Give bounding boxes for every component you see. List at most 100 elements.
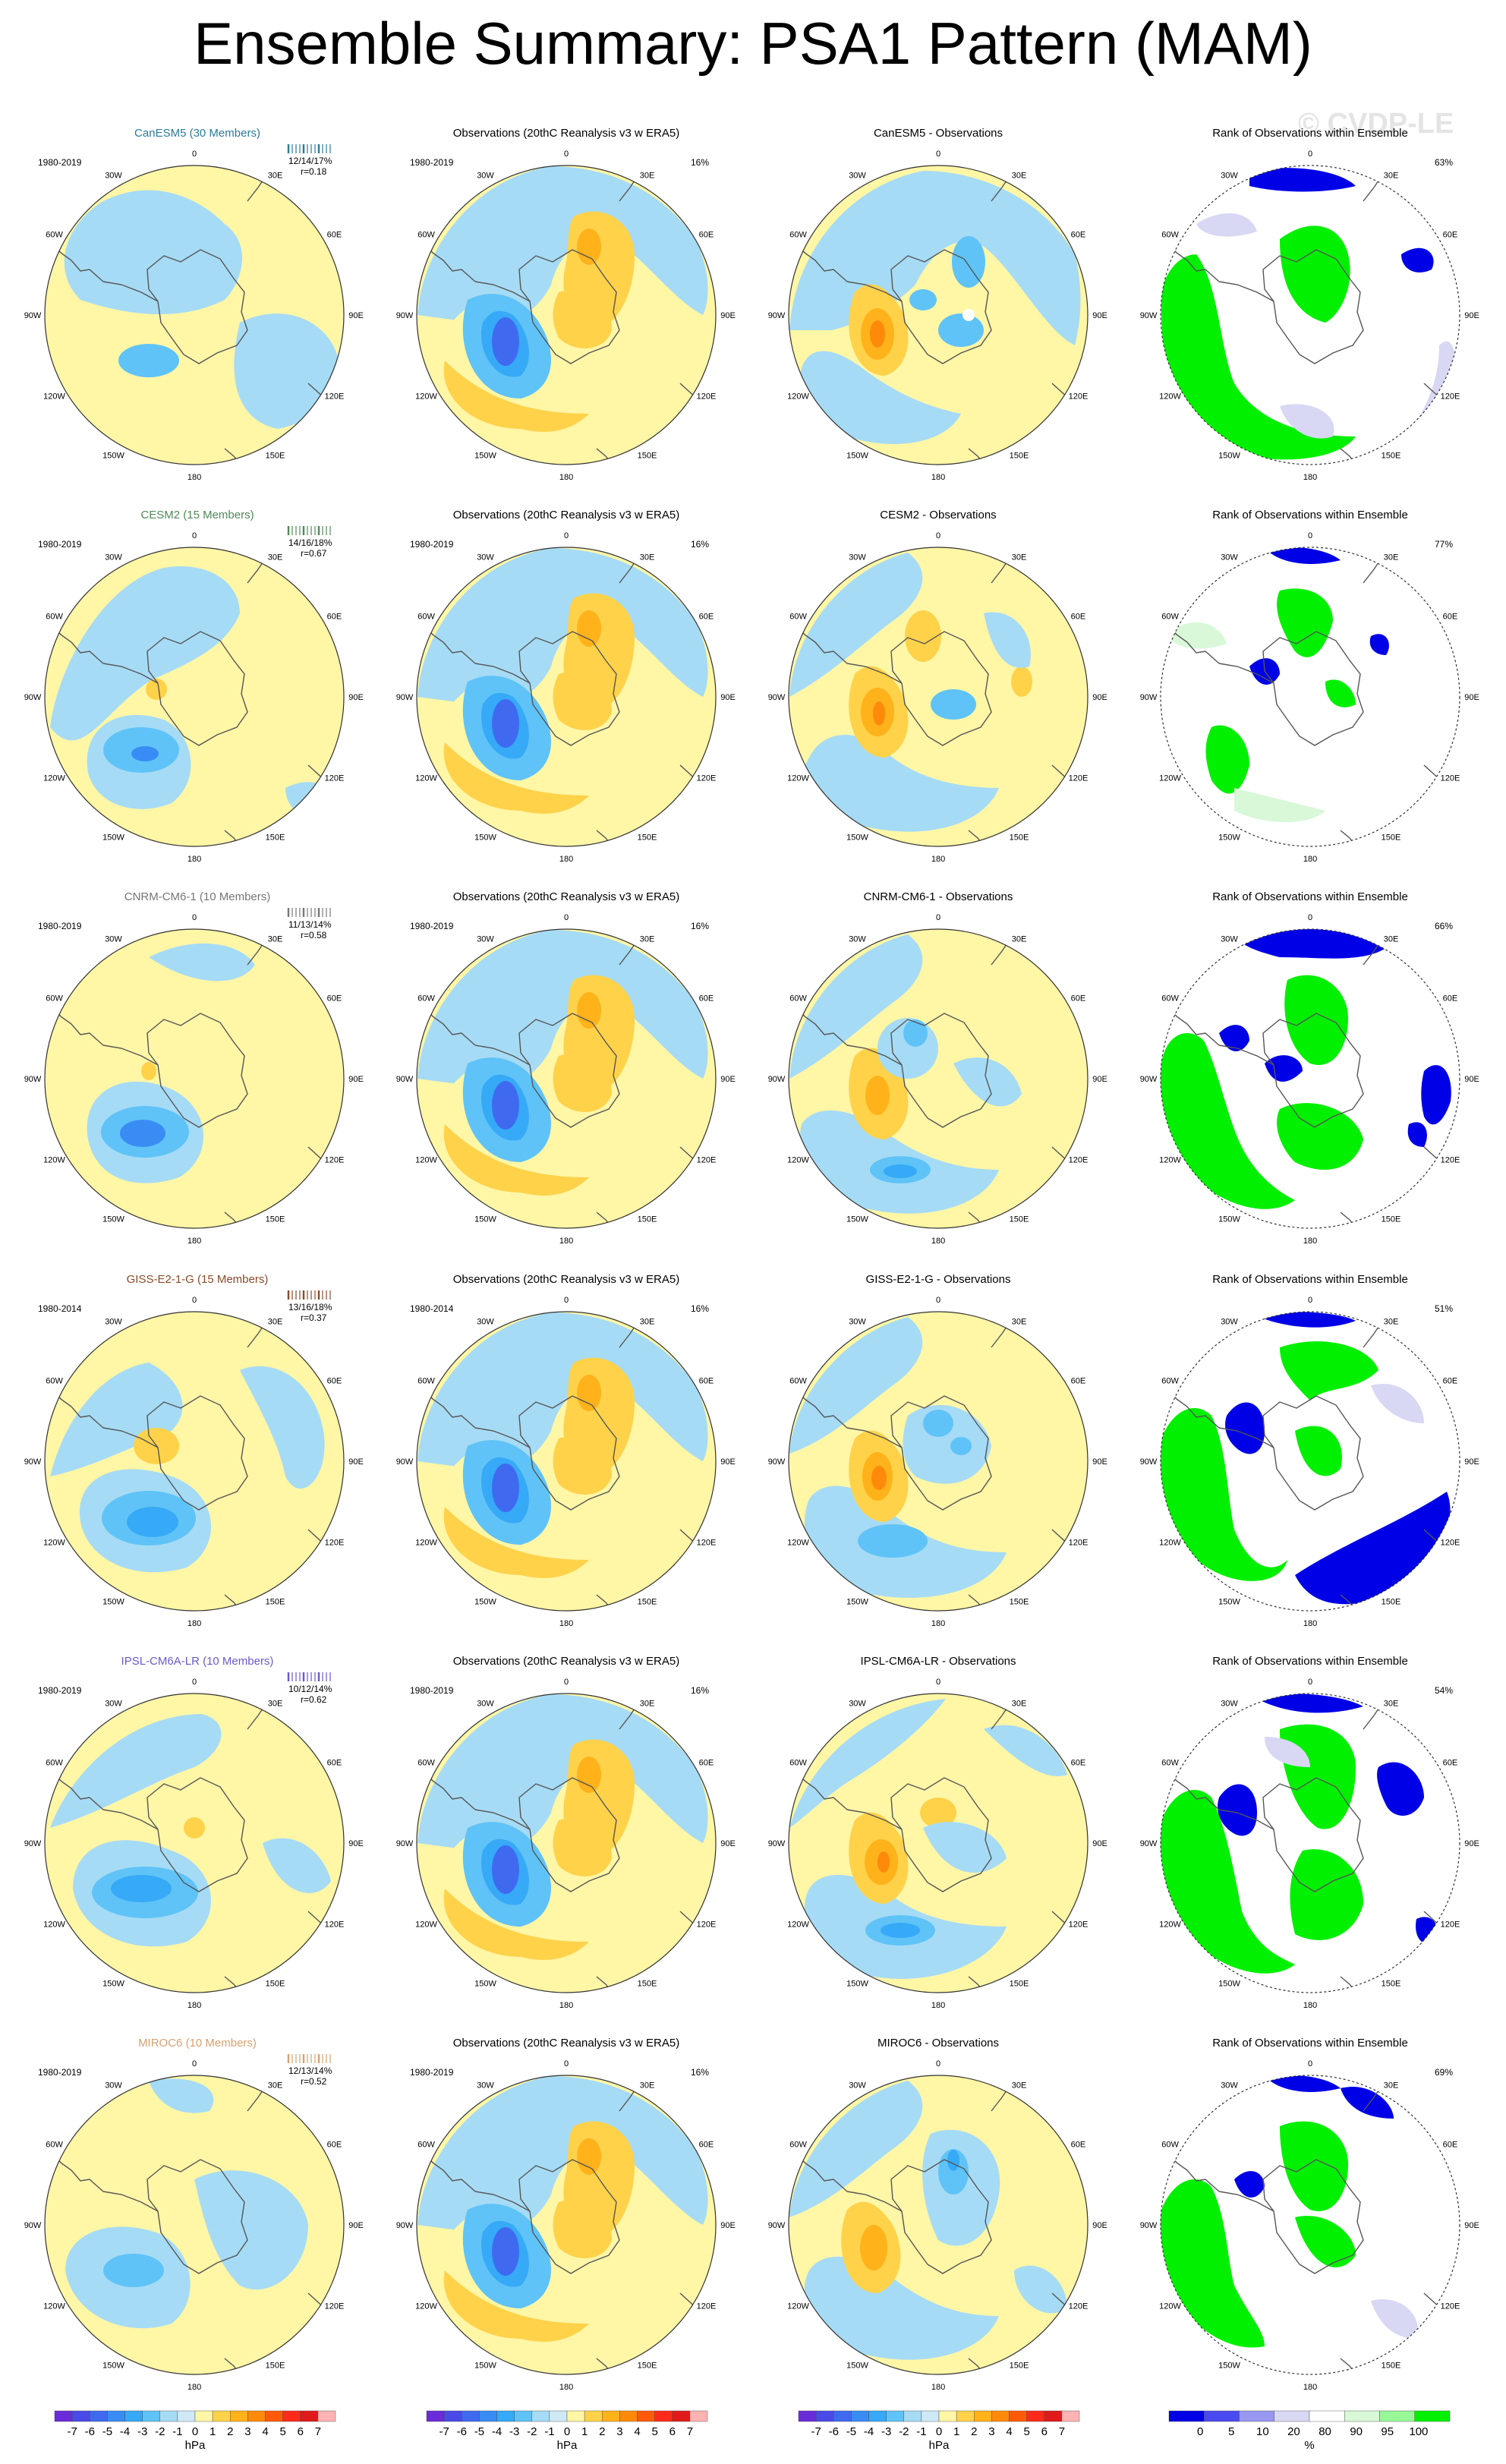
lon-label: 150W <box>1218 833 1240 842</box>
lon-label: 150W <box>1218 1215 1240 1224</box>
diff-panel-title: CNRM-CM6-1 - Observations <box>864 890 1013 903</box>
lon-label: 120E <box>1069 1920 1089 1930</box>
colorbar-swatch <box>1026 2410 1044 2422</box>
obs-panel-title: Observations (20thC Reanalysis v3 w ERA5… <box>453 2037 679 2050</box>
lon-label: 60W <box>1161 2141 1179 2150</box>
lon-label: 150E <box>1382 833 1401 842</box>
obs-map-panel: Observations (20thC Reanalysis v3 w ERA5… <box>396 890 736 1246</box>
lon-label: 120W <box>1159 774 1181 783</box>
lon-label: 120E <box>1441 774 1460 783</box>
lon-label: 30W <box>477 1318 494 1327</box>
lon-label: 180 <box>187 1619 201 1628</box>
colorbar-tick-label: 5 <box>1023 2425 1029 2438</box>
colorbar-tick-label: 1 <box>581 2425 588 2438</box>
rank-map-panel: Rank of Observations within Ensemble 69% 0… <box>1140 2037 1479 2392</box>
period-label: 1980-2019 <box>38 539 82 550</box>
lon-label: 90E <box>348 1839 364 1848</box>
ensemble-stats: 12/13/14% <box>288 2065 332 2076</box>
colorbar-tick-label: 2 <box>599 2425 605 2438</box>
lon-label: 0 <box>564 531 569 540</box>
lon-label: 30E <box>640 1318 655 1327</box>
colorbar-tick-label: 7 <box>1059 2425 1065 2438</box>
colorbar-swatch <box>974 2410 992 2422</box>
colorbar-swatch <box>938 2410 957 2422</box>
lon-label: 60E <box>1071 231 1086 240</box>
pattern-correlation: r=0.62 <box>301 1694 327 1705</box>
lon-label: 60E <box>1071 1759 1086 1768</box>
lon-label: 60W <box>789 231 807 240</box>
period-label: 1980-2019 <box>410 2067 454 2078</box>
lon-label: 60E <box>327 231 342 240</box>
lon-label: 150E <box>1382 1597 1401 1606</box>
diff-map-panel: IPSL-CM6A-LR - Observations 0 30E 60E 90E 120… <box>768 1655 1107 2010</box>
colorbar-swatch <box>798 2410 817 2422</box>
lon-label: 180 <box>187 1237 201 1246</box>
lon-label: 0 <box>564 913 569 922</box>
obs-percent: 16% <box>691 1303 709 1314</box>
colorbar-swatch <box>851 2410 869 2422</box>
lon-label: 0 <box>1308 531 1312 540</box>
lon-label: 150W <box>1218 1597 1240 1606</box>
rank-map-panel: Rank of Observations within Ensemble 63% 0… <box>1140 127 1479 482</box>
lon-label: 0 <box>1308 913 1312 922</box>
lon-label: 150E <box>638 2361 657 2370</box>
lon-label: 60E <box>699 2141 714 2150</box>
lon-label: 150W <box>102 451 124 460</box>
lon-label: 150W <box>846 1215 868 1224</box>
lon-label: 120E <box>325 392 345 402</box>
lon-label: 90W <box>24 311 42 320</box>
period-label: 1980-2019 <box>38 1685 82 1696</box>
colorbar-tick-label: 10 <box>1256 2425 1269 2438</box>
lon-label: 120W <box>1159 2302 1181 2311</box>
ensemble-stats: 13/16/18% <box>288 1302 332 1312</box>
lon-label: 120E <box>1069 774 1089 783</box>
pattern-correlation: r=0.58 <box>301 930 327 941</box>
lon-label: 120W <box>1159 392 1181 402</box>
lon-label: 30W <box>477 1700 494 1709</box>
colorbar-swatch <box>689 2410 708 2422</box>
lon-label: 180 <box>559 2001 573 2010</box>
rank-map-panel: Rank of Observations within Ensemble 66% 0… <box>1140 890 1479 1246</box>
lon-label: 30E <box>1384 1700 1399 1709</box>
lon-label: 150W <box>474 2361 496 2370</box>
lon-label: 60E <box>1443 1377 1458 1386</box>
rank-percent: 54% <box>1435 1685 1453 1696</box>
lon-label: 0 <box>1308 2059 1312 2069</box>
lon-label: 120E <box>697 392 717 402</box>
colorbar-swatch <box>619 2410 638 2422</box>
lon-label: 150W <box>474 833 496 842</box>
rank-percent: 51% <box>1435 1303 1453 1314</box>
lon-label: 150W <box>102 1215 124 1224</box>
lon-label: 90W <box>1140 693 1158 702</box>
lon-label: 120W <box>43 1920 65 1930</box>
colorbar-swatch <box>1274 2410 1310 2422</box>
colorbar-tick-label: -4 <box>864 2425 874 2438</box>
lon-label: 0 <box>936 1678 940 1687</box>
lon-label: 120E <box>1069 1539 1089 1548</box>
diff-map-panel: CNRM-CM6-1 - Observations 0 30E 60E 90E 120E 1… <box>768 890 1107 1246</box>
lon-label: 60E <box>1443 231 1458 240</box>
colorbar-swatch <box>124 2410 143 2422</box>
lon-label: 90E <box>720 1075 736 1084</box>
colorbar-swatch <box>107 2410 125 2422</box>
colorbar-tick-label: 4 <box>262 2425 268 2438</box>
lon-label: 150E <box>1382 1215 1401 1224</box>
lon-label: 60W <box>417 1377 435 1386</box>
colorbar-swatch <box>991 2410 1010 2422</box>
lon-label: 120E <box>325 1156 345 1165</box>
lon-label: 90E <box>1464 2221 1479 2230</box>
lon-label: 120W <box>1159 1539 1181 1548</box>
lon-label: 90E <box>1092 311 1107 320</box>
colorbar-tick-label: -2 <box>527 2425 537 2438</box>
lon-label: 30E <box>640 935 655 944</box>
colorbar-tick-label: -3 <box>509 2425 519 2438</box>
lon-label: 90W <box>1140 2221 1158 2230</box>
lon-label: 60E <box>327 1377 342 1386</box>
lon-label: 90E <box>348 311 364 320</box>
lon-label: 90W <box>396 693 414 702</box>
lon-label: 150E <box>1010 1597 1029 1606</box>
rank-panel-title: Rank of Observations within Ensemble <box>1212 127 1408 140</box>
lon-label: 30W <box>105 2081 122 2091</box>
lon-label: 180 <box>187 855 201 864</box>
model-map-panel: CanESM5 (30 Members) 1980-2019 12/14/17%r=… <box>24 127 364 482</box>
